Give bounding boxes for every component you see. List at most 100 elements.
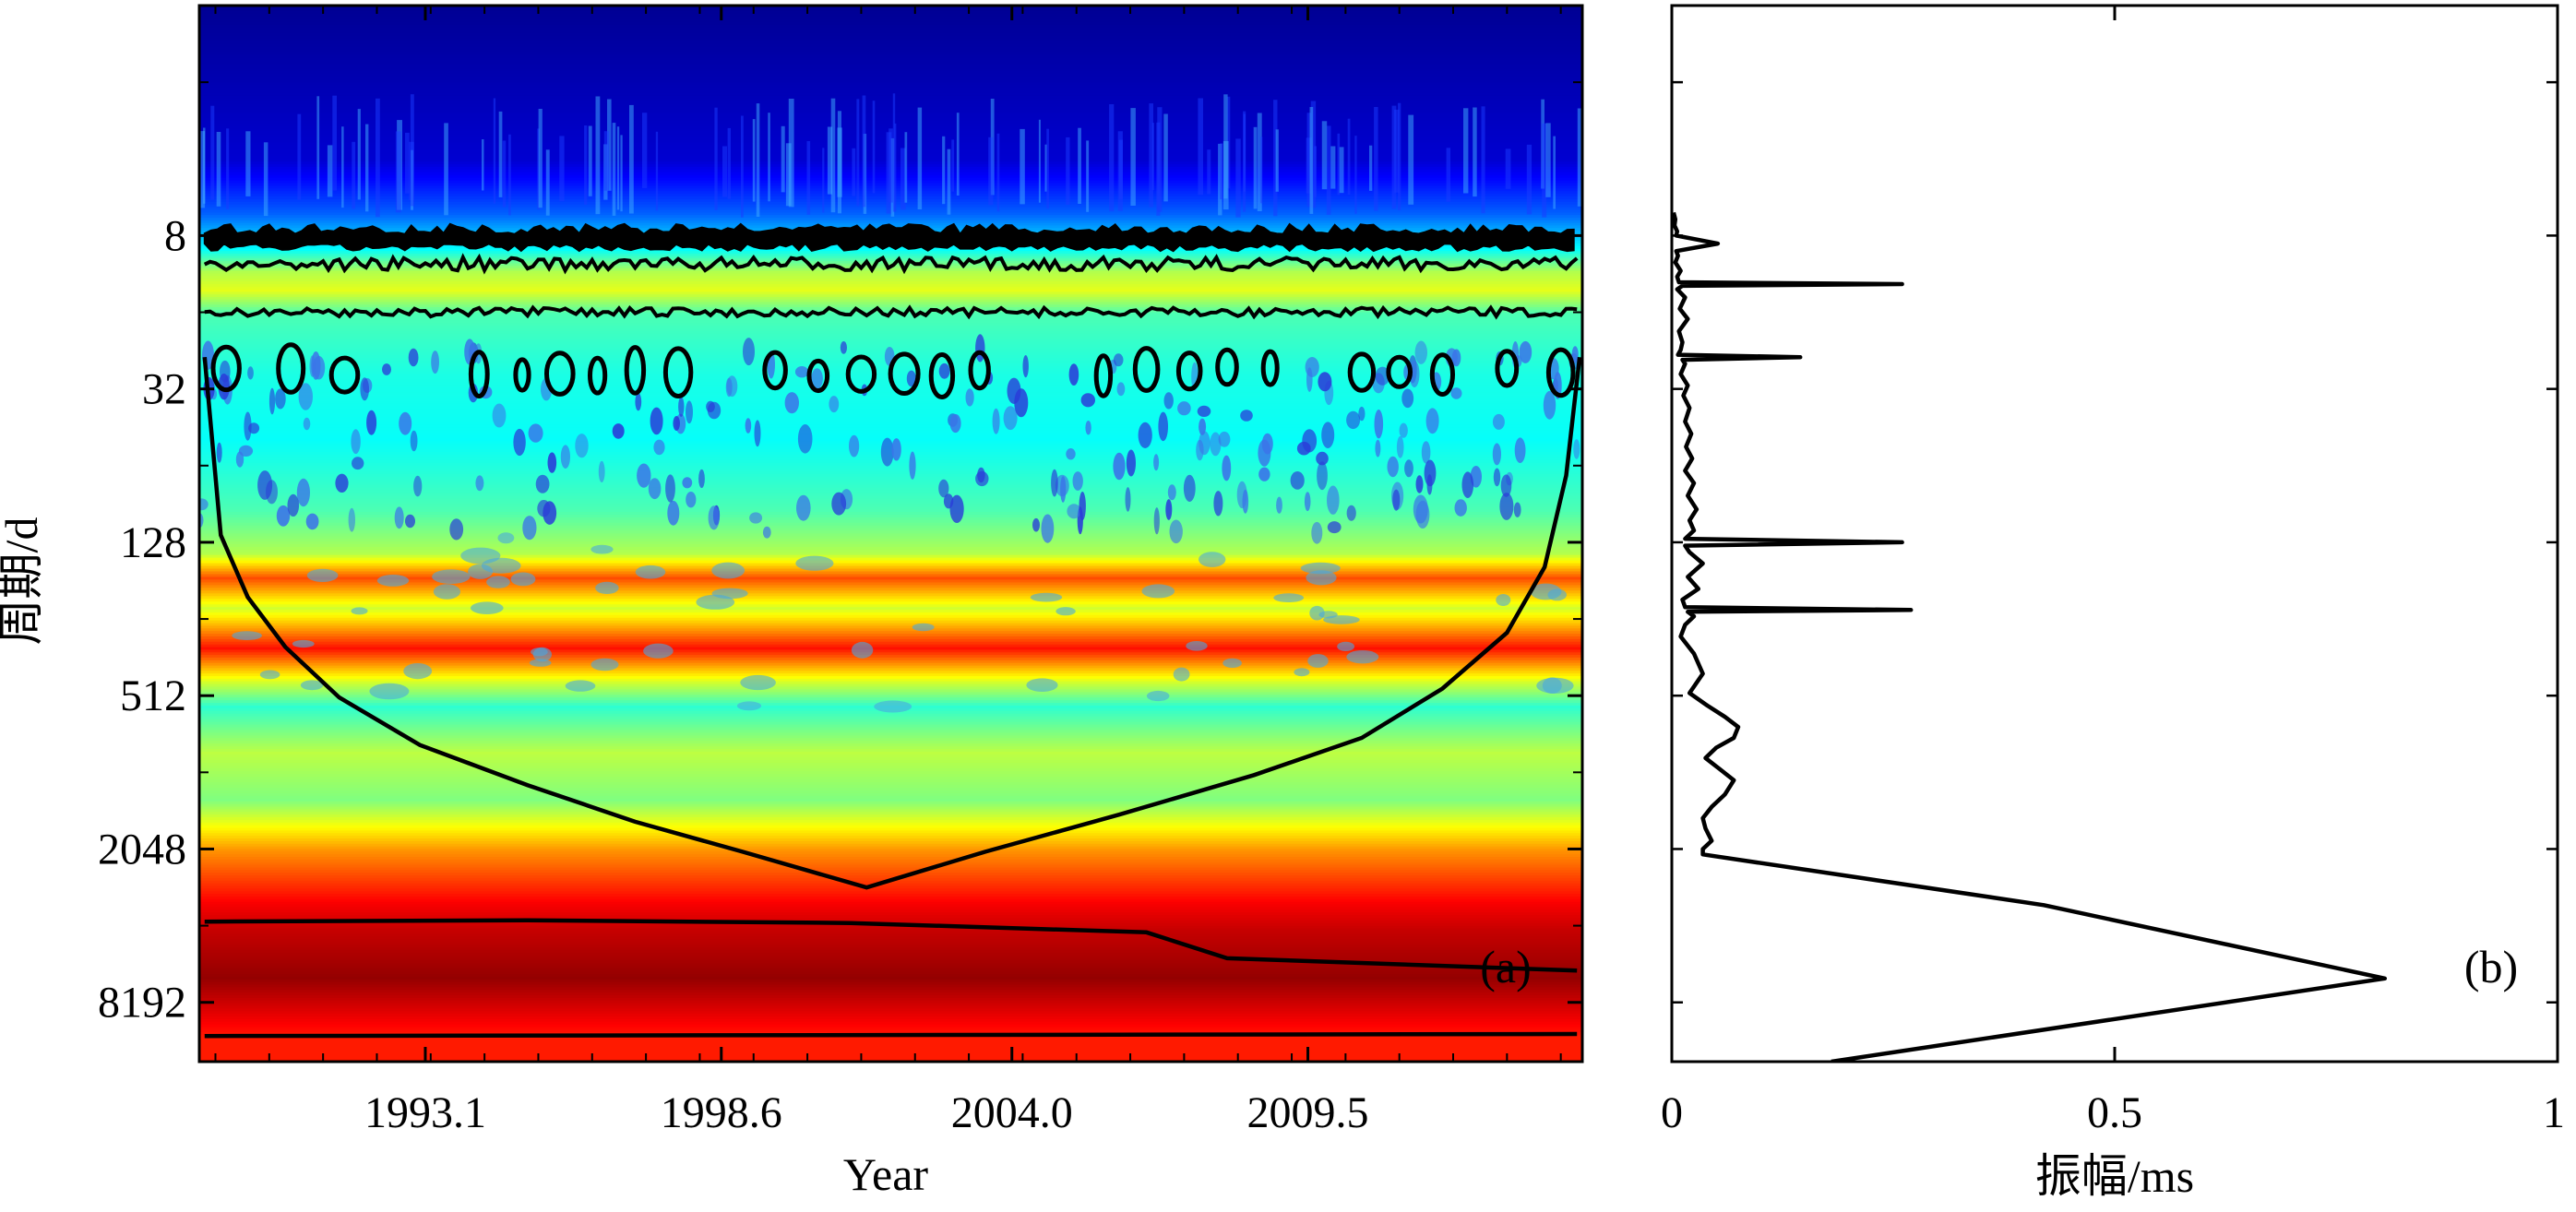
power-blob xyxy=(1068,363,1079,386)
heatmap-row xyxy=(199,819,1582,824)
heatmap-row xyxy=(199,320,1582,325)
power-blob xyxy=(849,434,860,457)
heatmap-row xyxy=(199,727,1582,731)
power-blob xyxy=(1273,593,1305,602)
power-streak xyxy=(1038,119,1041,203)
power-streak xyxy=(1275,129,1279,192)
power-blob xyxy=(382,363,391,375)
heatmap-row xyxy=(199,7,1582,12)
x-tick-label: 1 xyxy=(2543,1088,2565,1137)
power-streak xyxy=(856,99,860,207)
power-blob xyxy=(1199,418,1207,435)
power-streak xyxy=(1020,128,1025,205)
wavelet-power-heatmap xyxy=(199,6,1582,1062)
power-streak xyxy=(365,124,369,212)
panel-a-x-axis: 1993.1 1998.6 2004.0 2009.5 xyxy=(214,6,1562,1137)
power-blob xyxy=(497,532,515,544)
heatmap-row xyxy=(199,1018,1582,1023)
heatmap-row xyxy=(199,610,1582,613)
power-streak xyxy=(1243,113,1246,192)
panel-b-frame xyxy=(1670,4,2559,1063)
heatmap-row xyxy=(199,936,1582,941)
power-blob xyxy=(1399,422,1408,438)
power-streak xyxy=(245,131,251,196)
significance-island xyxy=(888,351,921,397)
x-tick-label: 0.5 xyxy=(2087,1088,2142,1137)
power-blob xyxy=(794,366,809,378)
power-streak xyxy=(352,141,356,209)
y-tick-label: 8192 xyxy=(98,979,186,1028)
heatmap-row xyxy=(199,95,1582,100)
power-blob xyxy=(1318,372,1332,392)
power-blob xyxy=(1085,421,1091,435)
heatmap-row xyxy=(199,103,1582,108)
heatmap-row xyxy=(199,762,1582,766)
power-blob xyxy=(1327,485,1340,515)
heatmap-row xyxy=(199,817,1582,821)
power-streak xyxy=(1220,143,1223,200)
heatmap-row xyxy=(199,328,1582,332)
heatmap-row xyxy=(199,304,1582,308)
heatmap-row xyxy=(199,286,1582,291)
heatmap-row xyxy=(199,659,1582,664)
power-streak xyxy=(714,107,718,210)
power-streak xyxy=(1310,101,1317,208)
heatmap-row xyxy=(199,885,1582,890)
power-streak xyxy=(1109,104,1115,212)
heatmap-row xyxy=(199,585,1582,589)
power-blob xyxy=(1242,489,1249,514)
power-streak xyxy=(482,139,484,191)
power-blob xyxy=(1414,340,1428,364)
heatmap-row xyxy=(199,883,1582,887)
power-blob xyxy=(360,377,370,401)
heatmap-row xyxy=(199,681,1582,685)
significance-island xyxy=(1175,351,1203,392)
power-streak xyxy=(904,132,908,203)
power-streak xyxy=(1545,123,1551,197)
power-blob xyxy=(1051,469,1058,497)
power-blob xyxy=(1067,504,1081,519)
power-streak xyxy=(584,125,588,205)
heatmap-row xyxy=(199,898,1582,903)
power-blob xyxy=(513,428,526,457)
heatmap-row xyxy=(199,57,1582,62)
power-blob xyxy=(938,362,950,379)
heatmap-row xyxy=(199,326,1582,329)
heatmap-row xyxy=(199,873,1582,876)
power-blob xyxy=(949,494,964,523)
heatmap-row xyxy=(199,549,1582,553)
power-streak xyxy=(502,140,507,208)
power-streak xyxy=(357,109,361,200)
power-blob xyxy=(1055,607,1076,616)
power-streak xyxy=(785,143,792,207)
heatmap-row xyxy=(199,678,1582,683)
power-streak xyxy=(1226,96,1231,189)
power-streak xyxy=(1347,118,1351,195)
heatmap-row xyxy=(199,267,1582,272)
heatmap-row xyxy=(199,557,1582,562)
panel-b-label: (b) xyxy=(2464,941,2518,992)
power-blob xyxy=(306,568,339,583)
power-blob xyxy=(1290,471,1305,490)
heatmap-row xyxy=(199,270,1582,275)
heatmap-row xyxy=(199,554,1582,559)
power-blob xyxy=(796,494,811,521)
power-streak xyxy=(827,126,833,195)
power-blob xyxy=(199,498,209,511)
heatmap-row xyxy=(199,506,1582,510)
power-blob xyxy=(298,383,313,410)
significance-island xyxy=(210,344,242,393)
power-blob xyxy=(1415,475,1424,493)
heatmap-row xyxy=(199,409,1582,413)
significance-island xyxy=(1545,347,1576,398)
power-blob xyxy=(1321,422,1335,449)
heatmap-row xyxy=(199,433,1582,437)
heatmap-row xyxy=(199,1040,1582,1044)
power-blob xyxy=(257,470,273,500)
power-blob xyxy=(612,423,625,439)
power-blob xyxy=(1542,677,1562,694)
power-blob xyxy=(244,411,252,441)
power-blob xyxy=(745,418,752,434)
power-blob xyxy=(1146,690,1170,702)
x-tick-label: 2004.0 xyxy=(951,1088,1073,1137)
